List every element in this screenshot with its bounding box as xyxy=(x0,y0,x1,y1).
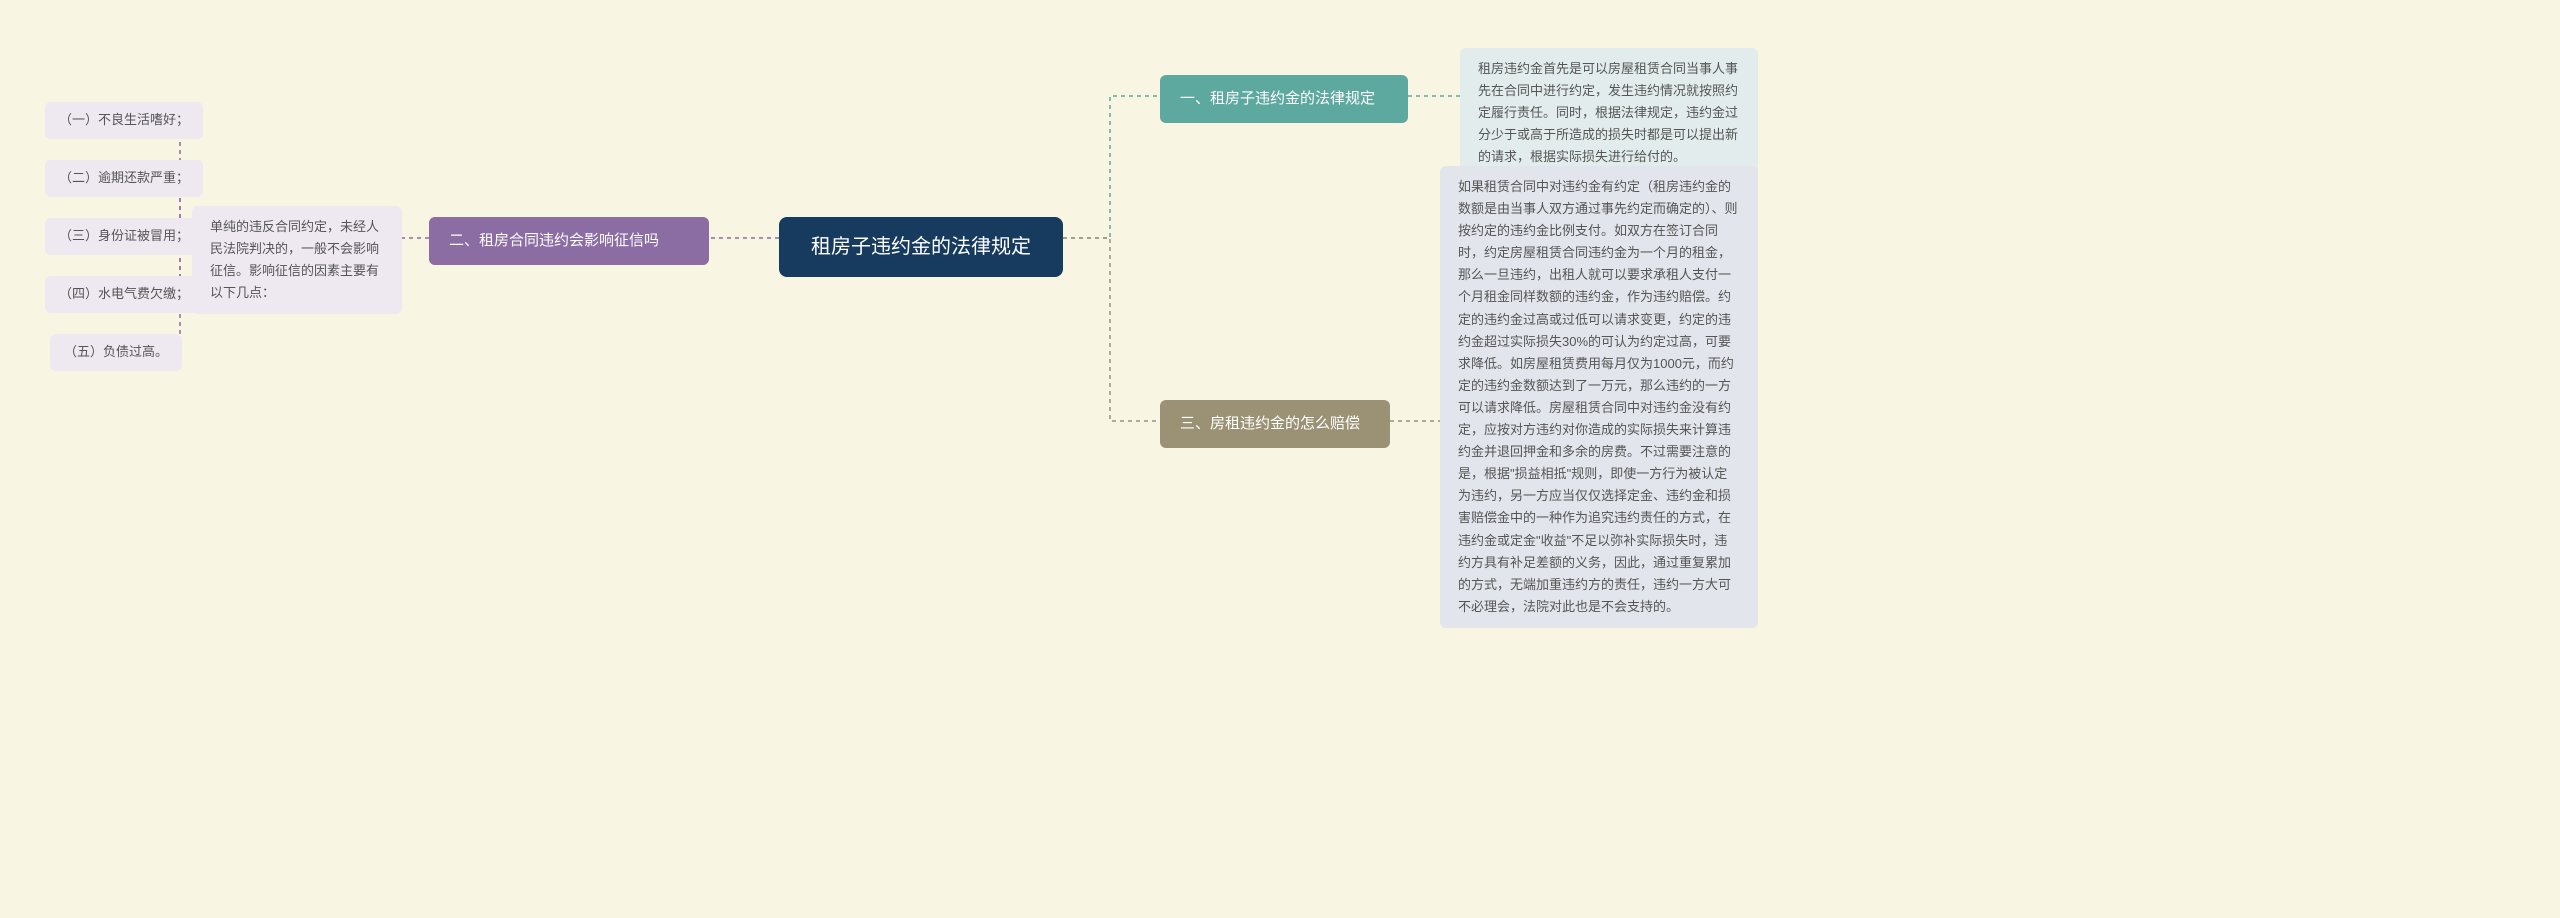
connection-lines xyxy=(0,0,2560,918)
branch-3-node: 三、房租违约金的怎么赔偿 xyxy=(1160,400,1390,448)
branch-3-detail: 如果租赁合同中对违约金有约定（租房违约金的数额是由当事人双方通过事先约定而确定的… xyxy=(1440,166,1758,628)
root-text: 租房子违约金的法律规定 xyxy=(811,236,1031,258)
root-node: 租房子违约金的法律规定 xyxy=(779,217,1063,277)
leaf-2-text: （二）逾期还款严重； xyxy=(59,170,189,185)
branch-2-detail: 单纯的违反合同约定，未经人民法院判决的，一般不会影响征信。影响征信的因素主要有以… xyxy=(192,206,402,314)
leaf-1: （一）不良生活嗜好； xyxy=(45,102,203,139)
leaf-3: （三）身份证被冒用； xyxy=(45,218,203,255)
branch-3-title: 三、房租违约金的怎么赔偿 xyxy=(1180,415,1360,432)
branch-1-node: 一、租房子违约金的法律规定 xyxy=(1160,75,1408,123)
branch-1-detail: 租房违约金首先是可以房屋租赁合同当事人事先在合同中进行约定，发生违约情况就按照约… xyxy=(1460,48,1758,178)
leaf-3-text: （三）身份证被冒用； xyxy=(59,228,189,243)
branch-2-detail-text: 单纯的违反合同约定，未经人民法院判决的，一般不会影响征信。影响征信的因素主要有以… xyxy=(210,219,379,300)
leaf-2: （二）逾期还款严重； xyxy=(45,160,203,197)
leaf-1-text: （一）不良生活嗜好； xyxy=(59,112,189,127)
branch-1-title: 一、租房子违约金的法律规定 xyxy=(1180,90,1375,107)
leaf-5: （五）负债过高。 xyxy=(50,334,182,371)
branch-2-node: 二、租房合同违约会影响征信吗 xyxy=(429,217,709,265)
leaf-4-text: （四）水电气费欠缴； xyxy=(59,286,189,301)
branch-1-detail-text: 租房违约金首先是可以房屋租赁合同当事人事先在合同中进行约定，发生违约情况就按照约… xyxy=(1478,61,1738,164)
branch-3-detail-text: 如果租赁合同中对违约金有约定（租房违约金的数额是由当事人双方通过事先约定而确定的… xyxy=(1458,179,1738,614)
leaf-5-text: （五）负债过高。 xyxy=(64,344,168,359)
branch-2-title: 二、租房合同违约会影响征信吗 xyxy=(449,232,659,249)
leaf-4: （四）水电气费欠缴； xyxy=(45,276,203,313)
